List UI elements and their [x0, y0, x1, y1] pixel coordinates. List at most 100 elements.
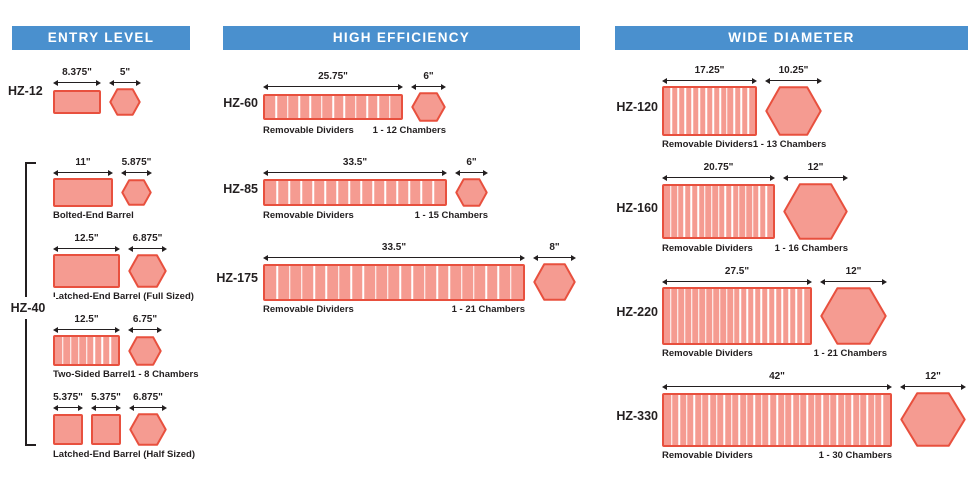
hexagon-outline — [533, 263, 576, 301]
arrowhead-left-icon — [129, 404, 134, 411]
divider-line — [388, 96, 391, 118]
divider-line — [677, 88, 679, 134]
caption-left: Bolted-End Barrel — [53, 210, 134, 221]
model-label: HZ-85 — [223, 181, 258, 196]
barrel-shape — [53, 178, 113, 207]
divider-line — [313, 265, 315, 299]
arrowhead-left-icon — [53, 245, 58, 252]
captions-row: Removable Dividers 1 - 21 Chambers — [662, 348, 887, 359]
hexagon-outline — [900, 392, 966, 447]
dimension-value: 11" — [75, 157, 91, 168]
divider-line — [408, 181, 410, 204]
dimension-value: 12.5" — [74, 233, 99, 244]
arrowhead-left-icon — [53, 79, 58, 86]
hexagon-outline — [129, 413, 167, 446]
divider-line — [859, 394, 861, 445]
divider-line — [718, 289, 721, 343]
chambers-caption: 1 - 30 Chambers — [818, 450, 892, 461]
divider-line — [704, 186, 706, 237]
captions-row: Bolted-End Barrel — [53, 210, 152, 221]
shapes-row — [662, 287, 887, 345]
product-figure: 12.5" 6.875" Latched-End Barrel (Full Size… — [53, 232, 194, 302]
shapes-row — [53, 178, 152, 207]
section-wide-diameter: WIDE DIAMETER HZ-120 17.25" 10.25" Removabl… — [590, 26, 980, 472]
arrow-line — [58, 81, 96, 84]
barrel-shape — [662, 287, 812, 345]
arrowhead-right-icon — [887, 383, 892, 390]
barrel-shape — [263, 179, 447, 206]
model-label: HZ-60 — [223, 96, 258, 110]
captions-row: Latched-End Barrel (Half Sized) — [53, 449, 195, 460]
section-high-efficiency: HIGH EFFICIENCY HZ-60 25.75" 6" Removable D… — [200, 26, 588, 335]
divider-line — [309, 96, 312, 118]
divider-line — [312, 181, 314, 204]
section-entry-level: ENTRY LEVEL HZ-12 8.375" 5" HZ-40 11" 5.875" B… — [0, 26, 199, 460]
dimension: 5" — [109, 66, 141, 86]
shapes-row — [662, 86, 822, 136]
divider-line — [711, 289, 714, 343]
barrel-shape — [263, 94, 403, 120]
caption-left: Removable Dividers — [662, 450, 753, 461]
section-header-entry-level: ENTRY LEVEL — [12, 26, 190, 50]
arrow-line — [96, 406, 116, 409]
double-arrow-icon — [263, 254, 525, 261]
caption-left: Removable Dividers — [263, 125, 354, 136]
barrel-shape — [53, 90, 101, 114]
dimension-value: 12.5" — [74, 314, 99, 325]
arrowhead-left-icon — [900, 383, 905, 390]
divider-line — [753, 394, 756, 445]
hexagon-outline — [765, 86, 822, 136]
dimension-arrows-row: 8.375" 5" — [53, 66, 141, 86]
double-arrow-icon — [533, 254, 576, 261]
product-figure: 33.5" 8" Removable Dividers 1 - 21 Chambers — [263, 241, 576, 315]
double-arrow-icon — [53, 404, 83, 411]
arrowhead-right-icon — [157, 326, 162, 333]
arrow-line — [114, 81, 136, 84]
divider-line — [70, 337, 72, 364]
product-row-hz-85: HZ-85 33.5" 6" Removable Dividers 1 - 15 Cha… — [200, 156, 588, 221]
dimension-arrows-row: 42" 12" — [662, 370, 966, 390]
double-arrow-icon — [91, 404, 121, 411]
caption-left: Latched-End Barrel (Half Sized) — [53, 449, 195, 460]
hexagon-shape — [820, 287, 887, 345]
dimension: 6.875" — [129, 391, 167, 411]
divider-line — [715, 394, 718, 445]
divider-line — [377, 96, 380, 118]
divider-line — [746, 394, 748, 445]
caption-left: Removable Dividers — [263, 304, 354, 315]
arrow-line — [134, 406, 162, 409]
dimension-value: 12" — [925, 371, 941, 382]
divider-line — [740, 88, 742, 134]
divider-line — [684, 289, 686, 343]
double-arrow-icon — [820, 278, 887, 285]
dimension-value: 6.75" — [132, 314, 158, 325]
dimension: 8.375" — [53, 66, 101, 86]
caption-left: Two-Sided Barrel — [53, 369, 131, 380]
divider-line — [509, 265, 512, 299]
arrowhead-right-icon — [116, 404, 121, 411]
divider-line — [678, 394, 680, 445]
arrowhead-left-icon — [263, 83, 268, 90]
divider-line — [725, 289, 728, 343]
arrowhead-left-icon — [455, 169, 460, 176]
barrel-shape — [53, 414, 83, 445]
hexagon-shape — [411, 92, 446, 122]
divider-line — [85, 337, 88, 364]
divider-line — [320, 96, 323, 118]
arrow-line — [667, 385, 887, 388]
arrowhead-left-icon — [263, 169, 268, 176]
arrowhead-right-icon — [115, 326, 120, 333]
divider-line — [350, 265, 352, 299]
arrow-line — [538, 256, 571, 259]
arrowhead-right-icon — [752, 77, 757, 84]
barrel-shape — [91, 414, 121, 445]
arrow-line — [825, 280, 882, 283]
dimension: 6.875" — [128, 232, 167, 252]
shapes-row — [662, 392, 966, 447]
divider-line — [432, 181, 434, 204]
double-arrow-icon — [455, 169, 488, 176]
hexagon-shape — [765, 86, 822, 136]
arrow-line — [770, 79, 817, 82]
divider-line — [724, 186, 727, 237]
arrowhead-left-icon — [783, 174, 788, 181]
